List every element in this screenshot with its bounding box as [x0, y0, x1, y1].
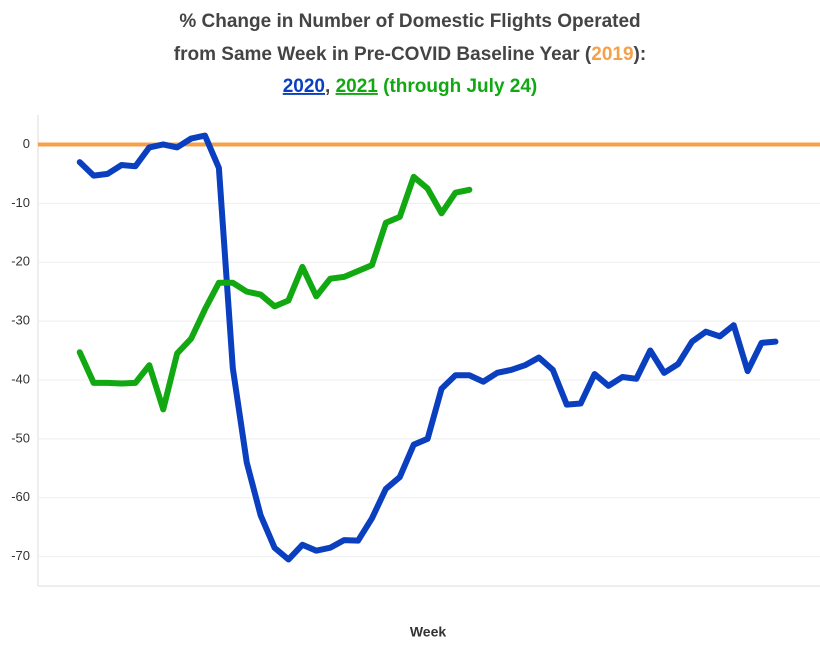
- y-tick-label: -20: [11, 254, 30, 269]
- y-tick-label: -30: [11, 313, 30, 328]
- title-text: ,: [325, 76, 336, 97]
- reference-name: 2019: [591, 44, 633, 65]
- series-line: [76, 173, 473, 413]
- y-tick-label: 0: [23, 136, 30, 151]
- legend-entry: 2020: [283, 76, 325, 97]
- title-text: % Change in Number of Domestic Flights O…: [179, 11, 640, 32]
- y-tick-label: -70: [11, 548, 30, 563]
- y-tick-label: -40: [11, 371, 30, 386]
- legend-entry: 2021: [336, 76, 379, 97]
- title-text: ):: [634, 44, 647, 65]
- y-tick-label: -50: [11, 430, 30, 445]
- x-axis-label: Week: [410, 624, 447, 640]
- chart-title: % Change in Number of Domestic Flights O…: [179, 11, 640, 32]
- chart-title: from Same Week in Pre-COVID Baseline Yea…: [174, 44, 646, 65]
- series-line: [76, 132, 779, 563]
- title-text: from Same Week in Pre-COVID Baseline Yea…: [174, 44, 592, 65]
- y-tick-label: -10: [11, 195, 30, 210]
- y-tick-label: -60: [11, 489, 30, 504]
- title-text: (through July 24): [378, 76, 537, 97]
- chart-title: 2020, 2021 (through July 24): [283, 76, 538, 97]
